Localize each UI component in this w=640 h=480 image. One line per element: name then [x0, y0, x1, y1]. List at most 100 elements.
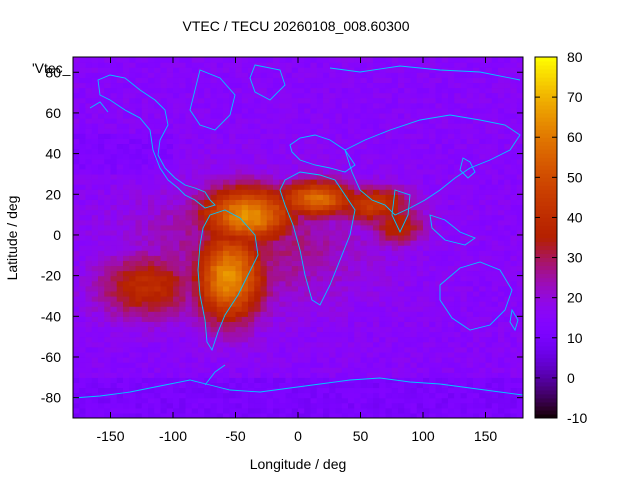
heatmap-cell: [254, 229, 262, 236]
heatmap-cell: [416, 250, 424, 256]
heatmap-cell: [398, 179, 405, 185]
heatmap-cell: [360, 316, 368, 322]
heatmap-cell: [310, 336, 318, 343]
heatmap-cell: [310, 290, 318, 297]
heatmap-cell: [166, 163, 174, 170]
heatmap-cell: [273, 219, 280, 226]
heatmap-cell: [348, 209, 355, 216]
heatmap-cell: [398, 87, 405, 94]
heatmap-cell: [179, 295, 187, 302]
heatmap-cell: [198, 346, 205, 353]
heatmap-cell: [160, 143, 168, 150]
heatmap-cell: [129, 367, 137, 373]
heatmap-cell: [498, 321, 505, 328]
heatmap-cell: [98, 372, 105, 378]
heatmap-cell: [135, 382, 143, 389]
heatmap-cell: [498, 229, 505, 236]
heatmap-cell: [498, 316, 505, 322]
heatmap-cell: [304, 245, 312, 251]
heatmap-cell: [216, 346, 224, 353]
heatmap-cell: [141, 234, 149, 241]
heatmap-cell: [198, 133, 205, 139]
heatmap-cell: [448, 306, 455, 312]
heatmap-cell: [266, 82, 274, 89]
heatmap-cell: [148, 245, 155, 251]
heatmap-cell: [354, 260, 362, 267]
heatmap-cell: [291, 82, 299, 89]
heatmap-cell: [385, 285, 393, 292]
heatmap-cell: [73, 87, 80, 94]
heatmap-cell: [498, 351, 505, 358]
heatmap-cell: [385, 234, 393, 241]
heatmap-cell: [260, 138, 268, 145]
heatmap-cell: [498, 179, 505, 185]
heatmap-cell: [91, 92, 99, 99]
heatmap-cell: [254, 326, 262, 333]
heatmap-cell: [341, 387, 349, 394]
heatmap-cell: [385, 67, 393, 73]
heatmap-cell: [229, 275, 237, 282]
heatmap-cell: [123, 280, 130, 287]
heatmap-cell: [385, 280, 393, 287]
heatmap-cell: [160, 255, 168, 261]
heatmap-cell: [73, 118, 80, 124]
heatmap-cell: [216, 240, 224, 246]
heatmap-cell: [229, 260, 237, 267]
heatmap-cell: [448, 102, 455, 109]
heatmap-cell: [341, 189, 349, 195]
heatmap-cell: [241, 367, 249, 373]
heatmap-cell: [285, 92, 293, 99]
heatmap-cell: [91, 336, 99, 343]
heatmap-cell: [316, 143, 324, 150]
heatmap-cell: [204, 362, 212, 368]
heatmap-cell: [179, 143, 187, 150]
heatmap-cell: [160, 250, 168, 256]
heatmap-cell: [104, 189, 112, 195]
heatmap-cell: [385, 255, 393, 261]
heatmap-cell: [341, 133, 349, 139]
heatmap-cell: [410, 229, 418, 236]
heatmap-cell: [416, 402, 424, 409]
heatmap-cell: [298, 133, 305, 139]
heatmap-cell: [254, 153, 262, 160]
heatmap-cell: [416, 219, 424, 226]
heatmap-cell: [104, 260, 112, 267]
heatmap-cell: [141, 280, 149, 287]
heatmap-cell: [204, 295, 212, 302]
heatmap-cell: [129, 189, 137, 195]
heatmap-cell: [110, 382, 118, 389]
heatmap-cell: [173, 290, 180, 297]
heatmap-cell: [85, 229, 93, 236]
heatmap-cell: [254, 148, 262, 155]
heatmap-cell: [454, 224, 462, 231]
heatmap-cell: [241, 67, 249, 73]
heatmap-cell: [98, 163, 105, 170]
heatmap-cell: [435, 301, 443, 307]
heatmap-cell: [279, 346, 287, 353]
heatmap-cell: [354, 245, 362, 251]
heatmap-cell: [366, 356, 374, 363]
heatmap-cell: [360, 224, 368, 231]
heatmap-cell: [104, 168, 112, 175]
heatmap-cell: [123, 367, 130, 373]
heatmap-cell: [404, 158, 412, 165]
heatmap-cell: [441, 184, 449, 190]
heatmap-cell: [360, 72, 368, 78]
heatmap-cell: [229, 407, 237, 414]
heatmap-cell: [479, 301, 487, 307]
heatmap-cell: [441, 407, 449, 414]
heatmap-cell: [173, 336, 180, 343]
heatmap-cell: [423, 229, 430, 236]
heatmap-cell: [379, 77, 387, 84]
heatmap-cell: [241, 189, 249, 195]
heatmap-cell: [366, 143, 374, 150]
heatmap-cell: [223, 92, 230, 99]
heatmap-cell: [379, 214, 387, 221]
heatmap-cell: [435, 270, 443, 277]
heatmap-cell: [310, 168, 318, 175]
heatmap-cell: [254, 163, 262, 170]
heatmap-cell: [416, 382, 424, 389]
heatmap-cell: [79, 72, 87, 78]
heatmap-cell: [160, 112, 168, 119]
heatmap-cell: [73, 138, 80, 145]
